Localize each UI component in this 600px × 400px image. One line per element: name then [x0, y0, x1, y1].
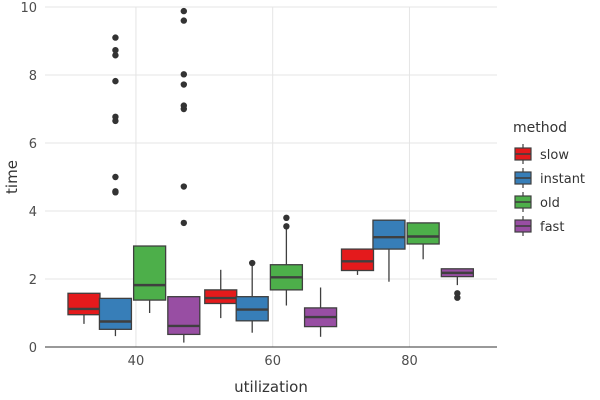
legend-item-instant: instant [514, 168, 585, 188]
box-body [167, 296, 201, 336]
outlier-point [112, 46, 119, 54]
box-instant [372, 219, 406, 282]
outlier-point [180, 81, 188, 88]
box-slow [67, 292, 101, 324]
outlier-point [112, 173, 119, 181]
legend-label: fast [540, 220, 564, 235]
box-body [67, 292, 101, 316]
legend-item-fast: fast [514, 216, 564, 236]
box-instant [98, 34, 133, 337]
legend-label: old [540, 196, 560, 211]
x-tick-label: 40 [128, 354, 145, 369]
y-tick-labels: 0 2 4 6 8 10 [20, 1, 37, 356]
series-old [132, 214, 440, 313]
outlier-point [454, 290, 461, 297]
outlier-point [112, 34, 119, 41]
box-body [372, 219, 406, 250]
x-tick-label: 80 [401, 354, 418, 369]
legend-label: instant [540, 172, 585, 187]
box-old [269, 214, 304, 306]
outlier-point [248, 259, 256, 267]
outlier-point [454, 294, 461, 301]
series-slow [67, 248, 375, 324]
x-tick-labels: 40 60 80 [128, 354, 418, 369]
x-tick-label: 60 [264, 354, 281, 369]
outlier-point [112, 77, 119, 85]
box-fast [303, 287, 338, 337]
outlier-point [112, 52, 119, 59]
legend-item-slow: slow [514, 144, 569, 164]
box-body [204, 289, 238, 305]
box-instant [235, 259, 269, 333]
box-body [340, 248, 375, 272]
box-layer [67, 7, 474, 343]
box-slow [340, 248, 375, 275]
outlier-point [283, 223, 290, 230]
y-tick-label: 2 [29, 273, 37, 288]
box-body [406, 222, 440, 245]
series-instant [98, 34, 406, 337]
outlier-point [180, 71, 188, 78]
box-body [98, 297, 133, 330]
box-fast [167, 7, 201, 343]
grid-lines [45, 6, 497, 348]
y-tick-label: 6 [29, 137, 37, 152]
legend-items: slow instant old fast [514, 144, 585, 236]
outlier-point [180, 7, 188, 15]
legend: method slow instant old fast [513, 120, 585, 236]
y-tick-label: 10 [20, 1, 37, 16]
y-tick-label: 0 [29, 341, 37, 356]
x-axis-title: utilization [234, 378, 308, 396]
y-tick-label: 8 [29, 69, 37, 84]
legend-item-old: old [514, 192, 560, 212]
legend-label: slow [540, 148, 569, 163]
y-tick-label: 4 [29, 205, 37, 220]
outlier-point [112, 188, 119, 195]
series-fast [167, 7, 474, 343]
box-body [132, 245, 167, 301]
outlier-point [112, 113, 119, 121]
outlier-point [180, 183, 188, 190]
legend-title: method [513, 120, 567, 136]
outlier-point [180, 17, 188, 24]
y-axis-title: time [3, 160, 21, 194]
box-fast [440, 268, 474, 301]
outlier-point [180, 219, 188, 227]
outlier-point [180, 102, 188, 109]
outlier-point [283, 214, 290, 221]
box-slow [204, 269, 238, 319]
box-old [132, 245, 167, 313]
box-old [406, 222, 440, 260]
